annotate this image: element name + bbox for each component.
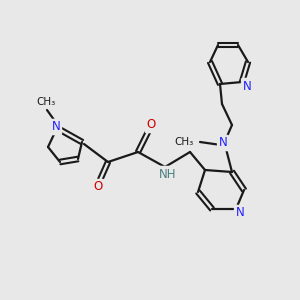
Text: NH: NH xyxy=(159,167,177,181)
Text: CH₃: CH₃ xyxy=(36,97,56,107)
Text: N: N xyxy=(236,206,244,220)
Text: N: N xyxy=(243,80,251,92)
Text: CH₃: CH₃ xyxy=(175,137,194,147)
Text: N: N xyxy=(52,121,60,134)
Text: N: N xyxy=(219,136,227,149)
Text: O: O xyxy=(93,181,103,194)
Text: O: O xyxy=(146,118,156,131)
